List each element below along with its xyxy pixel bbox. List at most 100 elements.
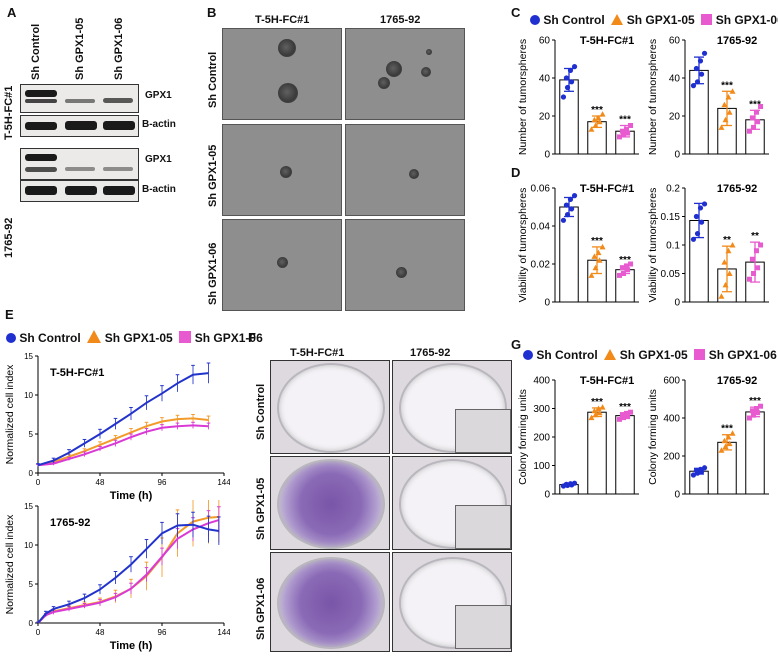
data-point	[721, 101, 728, 108]
data-point	[749, 408, 755, 414]
tumorsphere	[277, 257, 288, 268]
x-axis-label: Time (h)	[110, 490, 153, 502]
chart-e-bottom: 0 5 10 15 0 48 96 144 Time (h) Normalized cell in…	[4, 500, 230, 652]
data-point	[621, 415, 627, 421]
series-line	[37, 515, 219, 624]
data-point	[588, 272, 595, 278]
data-point	[698, 71, 705, 77]
lane-label-gpx1-06: Sh GPX1-06	[113, 17, 125, 80]
series-line	[37, 372, 209, 467]
data-point	[693, 65, 700, 72]
y-tick-label: 0	[674, 150, 680, 159]
zoom-inset	[455, 605, 511, 649]
cellline-label-a-2: 1765-92	[3, 217, 15, 258]
chart-c-right: Number of tumorspheres 0 20 40 60 1765-92 *** *…	[647, 35, 769, 159]
chart-title: T-5H-FC#1	[50, 367, 104, 379]
band-gpx1-1765-3	[103, 167, 133, 171]
y-tick-label: 100	[533, 461, 550, 472]
tumorsphere	[409, 169, 419, 179]
band-bactin-1765-3	[103, 186, 135, 195]
data-point	[591, 116, 598, 123]
series-line	[37, 417, 209, 467]
cellline-label-a-1: T-5H-FC#1	[3, 85, 15, 140]
row-label-f-2: Sh GPX1-05	[255, 477, 267, 540]
y-tick-label: 0	[544, 150, 550, 159]
data-point	[753, 406, 759, 411]
dish-t5h-gpx1-06	[270, 552, 390, 652]
y-tick-label: 20	[539, 112, 551, 123]
legend-control-marker	[530, 15, 540, 25]
panel-letter-b: B	[207, 5, 217, 20]
data-point	[591, 407, 598, 414]
legend-control-label: Sh Control	[543, 13, 605, 27]
legend-g: Sh Control Sh GPX1-05 Sh GPX1-06	[523, 348, 777, 362]
significance-label: ***	[749, 396, 761, 407]
data-point	[599, 243, 606, 250]
y-tick-label: 60	[669, 36, 681, 47]
dish-t5h-control	[270, 360, 390, 454]
row-label-b-3: Sh GPX1-06	[207, 242, 219, 305]
y-tick-label: 0	[544, 298, 550, 307]
dish-1765-gpx1-05	[392, 456, 512, 550]
data-point	[625, 130, 631, 136]
significance-label: **	[723, 235, 731, 246]
band-gpx1-1765-2	[65, 167, 95, 171]
y-tick-label: 0	[674, 490, 680, 499]
legend-control-label: Sh Control	[19, 331, 81, 345]
col-label-b-1: T-5H-FC#1	[255, 14, 310, 26]
colony-plate-dense	[277, 459, 385, 549]
band-gpx1-t5h-3	[103, 98, 133, 103]
data-point	[726, 440, 733, 447]
significance-label: ***	[619, 115, 631, 126]
data-point	[560, 217, 567, 223]
data-point	[596, 257, 603, 263]
legend-control-label: Sh Control	[536, 348, 598, 362]
data-point	[616, 134, 622, 140]
legend-control-marker	[6, 333, 16, 343]
band-bactin-1765-2	[65, 186, 97, 195]
data-point	[701, 201, 708, 207]
x-tick-label: 96	[158, 478, 167, 487]
data-point	[563, 75, 570, 81]
band-bactin-t5h-2	[65, 121, 97, 130]
panel-letter-g: G	[511, 337, 522, 352]
blot-bactin-1765	[20, 180, 139, 202]
data-point	[588, 126, 595, 132]
data-point	[571, 480, 578, 486]
band-gpx1-t5h-2	[65, 99, 95, 103]
tumorsphere	[426, 49, 432, 55]
micrograph-t5h-control	[222, 28, 342, 120]
y-axis-label: Viability of tumorspheres	[647, 188, 659, 303]
lane-label-control: Sh Control	[30, 23, 42, 80]
micrograph-1765-gpx1-06	[345, 219, 465, 311]
x-tick-label: 96	[158, 628, 167, 637]
chart-g-left: Colony forming units 0 100 200 300 400 T-5H-FC…	[517, 375, 639, 498]
legend-gpx1-06-marker	[179, 331, 192, 343]
significance-label: ***	[749, 99, 761, 110]
legend-gpx1-05-marker	[611, 14, 624, 25]
band-bactin-t5h-1	[25, 122, 57, 130]
legend-gpx1-06-label: Sh GPX1-06	[194, 331, 263, 345]
y-tick-label: 0.1	[666, 241, 680, 252]
data-point	[718, 124, 725, 130]
significance-label: ***	[721, 80, 733, 91]
x-tick-label: 48	[96, 478, 105, 487]
y-tick-label: 40	[539, 74, 551, 85]
data-point	[596, 409, 603, 416]
chart-e-top: 0 5 10 15 0 48 96 144 Time (h) Normalized cell in…	[4, 352, 230, 502]
chart-c-left: Number of tumorspheres 0 20 40 60 T-5H-FC#1 **…	[517, 35, 639, 159]
y-tick-label: 40	[669, 74, 681, 85]
y-tick-label: 15	[24, 502, 33, 511]
panel-letter-a: A	[7, 5, 17, 20]
data-point	[591, 253, 598, 259]
data-point	[729, 88, 736, 94]
tumorsphere	[386, 61, 402, 77]
chart-title: T-5H-FC#1	[580, 35, 634, 47]
row-label-b-1: Sh Control	[207, 51, 219, 108]
y-tick-label: 0.05	[661, 269, 681, 280]
panel-letter-e: E	[5, 307, 14, 322]
x-tick-label: 0	[36, 478, 41, 487]
tumorsphere	[396, 267, 407, 278]
tumorsphere	[278, 83, 298, 103]
tumorsphere	[421, 67, 431, 77]
